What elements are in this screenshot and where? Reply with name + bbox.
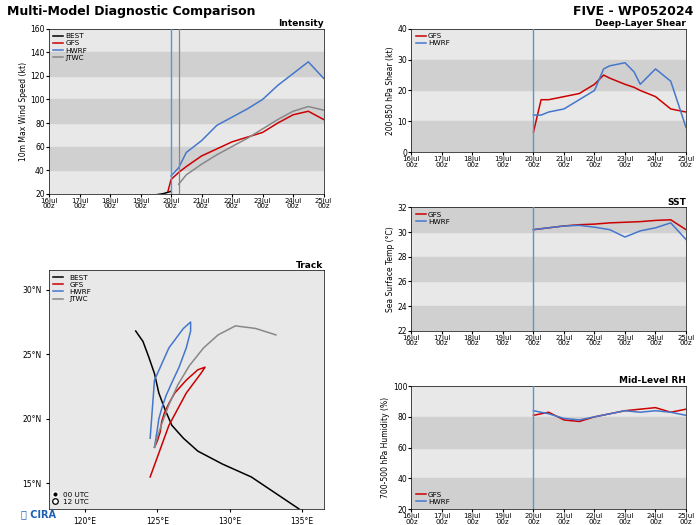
Bar: [412, 478, 686, 509]
Y-axis label: 10m Max Wind Speed (kt): 10m Max Wind Speed (kt): [19, 62, 27, 161]
Bar: [412, 60, 686, 90]
Bar: [412, 121, 686, 152]
Text: Ⓜ CIRA: Ⓜ CIRA: [21, 509, 56, 519]
Bar: [412, 417, 686, 448]
Text: Multi-Model Diagnostic Comparison: Multi-Model Diagnostic Comparison: [7, 5, 256, 18]
Bar: [412, 207, 686, 232]
Text: Mid-Level RH: Mid-Level RH: [619, 376, 686, 385]
Bar: [49, 100, 323, 123]
Bar: [412, 257, 686, 281]
Y-axis label: Sea Surface Temp (°C): Sea Surface Temp (°C): [386, 226, 395, 312]
Bar: [412, 306, 686, 331]
Legend: 00 UTC, 12 UTC: 00 UTC, 12 UTC: [52, 491, 89, 506]
Y-axis label: 200-850 hPa Shear (kt): 200-850 hPa Shear (kt): [386, 46, 395, 135]
Bar: [49, 52, 323, 76]
Text: SST: SST: [667, 198, 686, 207]
Legend: GFS, HWRF: GFS, HWRF: [415, 33, 451, 47]
Text: FIVE - WP052024: FIVE - WP052024: [573, 5, 693, 18]
Legend: GFS, HWRF: GFS, HWRF: [415, 491, 451, 506]
Text: Intensity: Intensity: [278, 19, 323, 28]
Legend: GFS, HWRF: GFS, HWRF: [415, 211, 451, 226]
Text: Track: Track: [296, 260, 323, 269]
Bar: [49, 146, 323, 170]
Legend: BEST, GFS, HWRF, JTWC: BEST, GFS, HWRF, JTWC: [52, 33, 88, 61]
Y-axis label: 700-500 hPa Humidity (%): 700-500 hPa Humidity (%): [381, 397, 390, 498]
Text: Deep-Layer Shear: Deep-Layer Shear: [595, 19, 686, 28]
